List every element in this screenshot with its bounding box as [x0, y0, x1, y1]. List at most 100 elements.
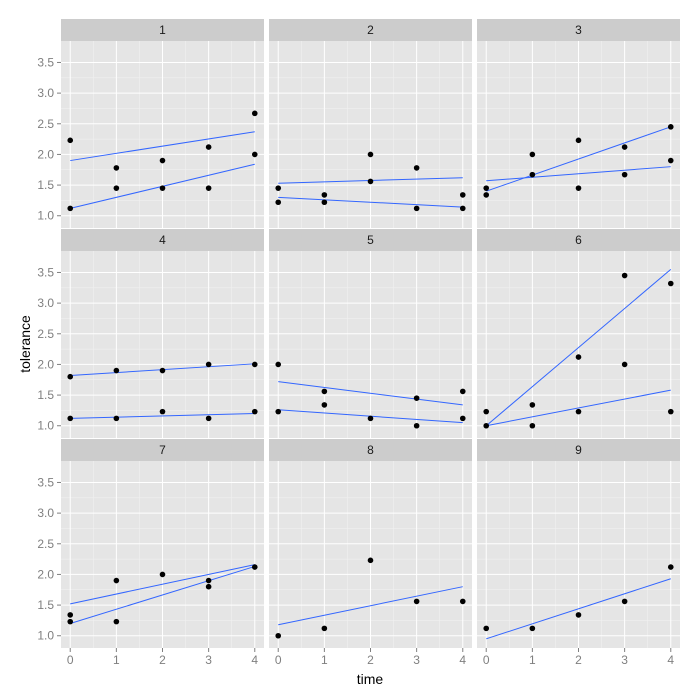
facet-strip: [269, 19, 472, 41]
fit-line-1: [70, 131, 255, 162]
data-point: [529, 625, 536, 632]
data-point: [621, 144, 628, 150]
data-point: [459, 192, 466, 198]
x-tick-label: 0: [483, 653, 490, 667]
x-tick-label: 3: [413, 653, 420, 667]
x-tick-label: 4: [667, 653, 674, 667]
y-tick-label: 2.5: [37, 117, 54, 131]
facet-panel-5: 5: [269, 229, 472, 438]
data-point: [529, 402, 536, 408]
facet-strip: [61, 229, 264, 251]
facet-strip-label: 8: [367, 443, 374, 457]
data-point: [113, 577, 120, 584]
data-point: [667, 408, 674, 415]
facet-panel-9: 9 0 1 2 3 4: [477, 439, 680, 667]
fit-line-1: [485, 269, 672, 427]
data-point: [321, 625, 328, 632]
data-point: [275, 632, 282, 639]
data-point: [205, 415, 212, 422]
y-tick-label: 1.5: [37, 598, 54, 612]
x-axis-title: time: [357, 671, 384, 687]
y-tick-label: 1.0: [37, 419, 54, 433]
x-tick-label: 3: [205, 653, 212, 667]
facet-strip-label: 3: [575, 23, 582, 37]
data-point: [459, 388, 466, 395]
data-point: [667, 124, 674, 130]
data-point: [483, 408, 490, 415]
data-point: [621, 361, 628, 368]
x-tick-label: 1: [113, 653, 120, 667]
y-tick-label: 2.5: [37, 327, 54, 341]
facet-panel-3: 3: [477, 19, 680, 228]
data-point: [667, 564, 674, 570]
data-point: [367, 557, 374, 564]
panels-layer: 1 1.0 1.5 2.0 2.5 3.0 3.5 2 3 4 1.0 1.5 2.0 2.5 3.0 3.5…: [37, 19, 680, 667]
x-tick-label: 2: [159, 653, 166, 667]
facet-strip-label: 5: [367, 233, 374, 247]
data-point: [67, 137, 74, 144]
data-point: [483, 192, 490, 198]
data-point: [205, 185, 212, 191]
data-point: [367, 178, 374, 185]
x-tick-label: 2: [575, 653, 582, 667]
data-point: [321, 402, 328, 408]
facet-panel-4: 4 1.0 1.5 2.0 2.5 3.0 3.5: [37, 229, 264, 438]
fit-line-1: [486, 126, 671, 192]
data-point: [67, 415, 74, 422]
fit-line-1: [486, 578, 671, 640]
y-tick-label: 2.0: [37, 147, 54, 161]
y-tick-label: 1.0: [37, 629, 54, 643]
facet-strip: [477, 19, 680, 41]
data-point: [251, 151, 258, 158]
data-point: [459, 598, 466, 605]
data-point: [67, 205, 74, 212]
data-point: [413, 598, 420, 605]
fit-line-1: [278, 586, 463, 626]
data-point: [159, 408, 166, 415]
data-point: [159, 157, 166, 164]
data-point: [321, 199, 328, 206]
data-point: [251, 110, 258, 117]
data-point: [529, 422, 536, 429]
data-point: [251, 564, 258, 570]
data-point: [459, 205, 466, 212]
data-point: [575, 612, 582, 618]
facet-panel-6: 6: [477, 229, 680, 438]
facet-strip-label: 2: [367, 23, 374, 37]
data-point: [367, 151, 374, 158]
y-tick-label: 3.0: [37, 296, 54, 310]
data-point: [159, 367, 166, 374]
facet-strip-label: 6: [575, 233, 582, 247]
data-point: [113, 367, 120, 374]
data-point: [205, 577, 212, 584]
data-point: [251, 408, 258, 415]
data-point: [413, 205, 420, 212]
data-point: [483, 422, 490, 429]
data-point: [621, 171, 628, 178]
fit-line-2: [70, 565, 255, 624]
facet-panel-2: 2: [269, 19, 472, 228]
data-point: [667, 280, 674, 287]
data-point: [275, 199, 282, 206]
data-point: [575, 137, 582, 144]
facet-strip: [477, 229, 680, 251]
facet-panel-7: 7 1.0 1.5 2.0 2.5 3.0 3.5 0 1 2 3 4: [37, 439, 264, 667]
facet-strip: [61, 19, 264, 41]
data-point: [275, 361, 282, 368]
data-point: [413, 395, 420, 401]
data-point: [459, 415, 466, 422]
facet-strip: [269, 229, 472, 251]
data-point: [113, 185, 120, 191]
y-tick-label: 3.5: [37, 55, 54, 69]
y-tick-label: 3.0: [37, 506, 54, 520]
y-tick-label: 2.5: [37, 537, 54, 551]
y-tick-label: 1.0: [37, 209, 54, 223]
data-point: [67, 612, 74, 618]
data-point: [621, 272, 628, 279]
facet-strip: [269, 439, 472, 461]
facet-panel-1: 1 1.0 1.5 2.0 2.5 3.0 3.5: [37, 19, 264, 228]
y-tick-label: 2.0: [37, 357, 54, 371]
x-tick-label: 4: [459, 653, 466, 667]
data-point: [575, 408, 582, 415]
facet-strip-label: 4: [159, 233, 166, 247]
